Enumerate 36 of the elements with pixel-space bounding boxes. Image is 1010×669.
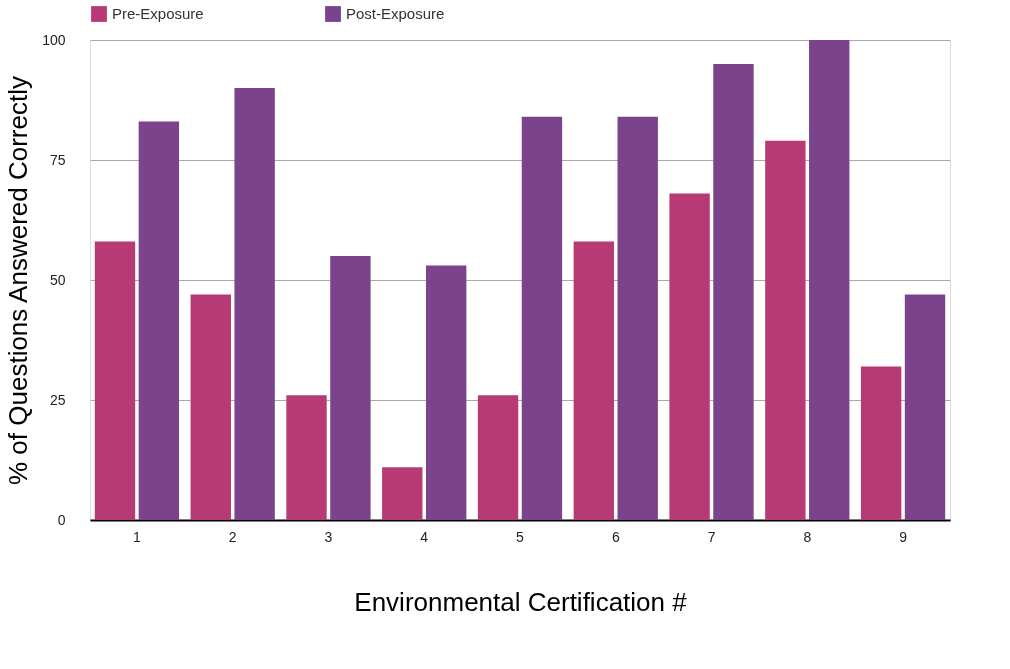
y-tick-label: 50 (49, 271, 66, 288)
x-tick-label: 9 (899, 528, 908, 545)
y-tick-label: 0 (57, 511, 66, 528)
bar (860, 366, 902, 520)
bar (138, 121, 180, 520)
bar (904, 294, 946, 520)
bar (669, 193, 710, 520)
legend-label: Pre-Exposure (112, 5, 204, 22)
bar (190, 294, 231, 520)
x-tick-label: 7 (707, 528, 716, 545)
x-tick-label: 5 (516, 528, 525, 545)
bar (477, 395, 519, 520)
x-tick-label: 1 (133, 528, 142, 545)
x-tick-label: 8 (803, 528, 812, 545)
x-tick-label: 4 (420, 528, 429, 545)
x-tick-label: 2 (228, 528, 237, 545)
x-tick-label: 3 (324, 528, 333, 545)
bar (521, 116, 563, 520)
bar (713, 64, 754, 520)
bar (330, 256, 371, 520)
legend-label: Post-Exposure (346, 5, 445, 22)
bar (286, 395, 327, 520)
x-axis-title: Environmental Certification # (354, 586, 688, 617)
bar (382, 467, 423, 520)
y-tick-label: 25 (49, 391, 66, 408)
bar (94, 241, 136, 520)
bar (765, 140, 806, 520)
bar (234, 88, 275, 520)
bar (617, 116, 658, 520)
x-tick-label: 6 (611, 528, 620, 545)
y-tick-label: 100 (42, 31, 66, 48)
y-axis-title: % of Questions Answered Correctly (3, 76, 34, 485)
bar (425, 265, 467, 520)
y-tick-label: 75 (49, 151, 66, 168)
bar (573, 241, 615, 520)
bar (809, 40, 850, 520)
